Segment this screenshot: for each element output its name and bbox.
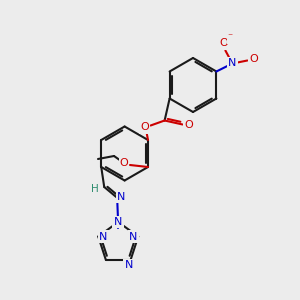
Text: N: N: [113, 217, 122, 227]
Text: O: O: [249, 55, 258, 64]
Text: O: O: [120, 158, 128, 168]
Text: N: N: [99, 232, 107, 242]
Text: N: N: [124, 260, 133, 270]
Text: ⁻: ⁻: [228, 32, 233, 43]
Text: O: O: [219, 38, 228, 49]
Text: N: N: [129, 232, 137, 242]
Text: H: H: [92, 184, 99, 194]
Text: N: N: [228, 58, 237, 68]
Text: N: N: [114, 217, 122, 227]
Text: N: N: [117, 192, 125, 202]
Text: O: O: [140, 122, 149, 133]
Text: O: O: [184, 119, 193, 130]
